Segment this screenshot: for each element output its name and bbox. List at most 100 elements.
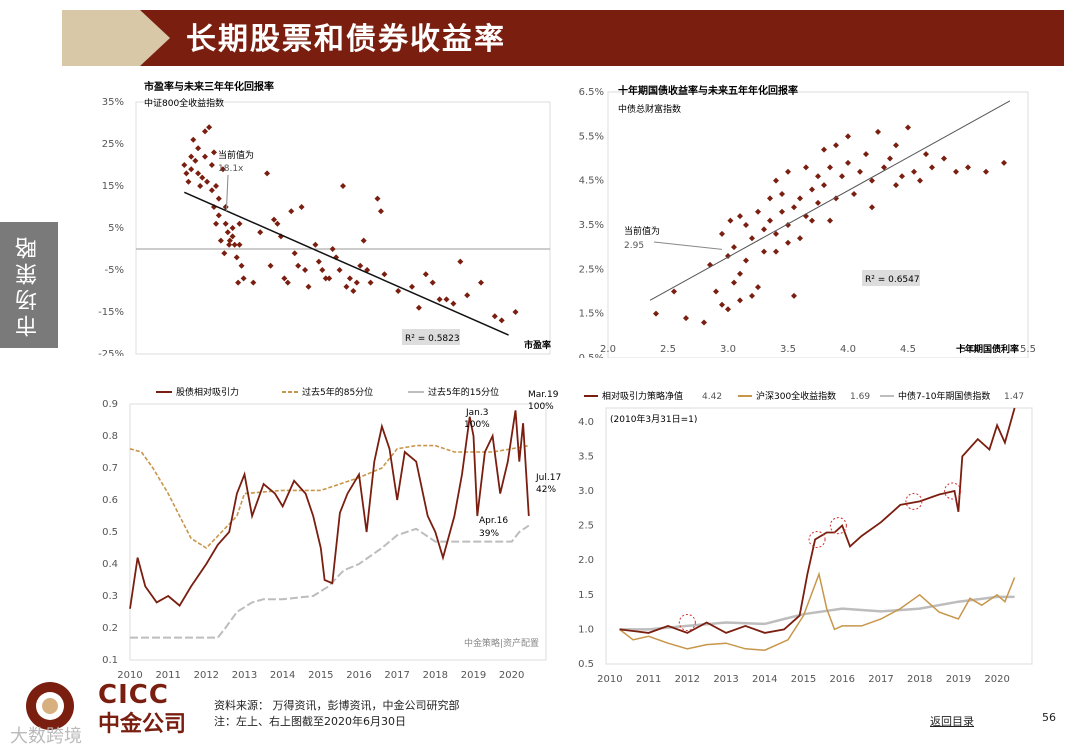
y-tick-label: 5% [108, 223, 124, 234]
data-point [791, 204, 797, 211]
x-tick-label: 2019 [946, 674, 971, 685]
y-tick-label: 0.9 [102, 399, 118, 410]
annotation-value: 42% [536, 485, 556, 495]
data-point [773, 248, 779, 255]
page-number: 56 [1042, 711, 1056, 724]
data-point [231, 241, 238, 248]
data-point [803, 164, 809, 171]
data-point [893, 182, 899, 189]
data-point [737, 297, 743, 304]
x-axis-label: 市盈率 [524, 339, 551, 351]
plot-frame [607, 91, 1029, 358]
data-point [821, 146, 827, 153]
x-tick-label: 2014 [270, 670, 295, 681]
annotation-label: 当前值为 [218, 149, 254, 161]
data-point [271, 216, 277, 223]
series-line-bond [619, 595, 1015, 631]
logo-text-cn: 中金公司 [98, 712, 187, 737]
plot-frame [605, 407, 1033, 665]
data-point [226, 237, 233, 244]
data-point [1001, 159, 1007, 166]
section-tab[interactable]: 市场策略 [0, 222, 58, 348]
data-point [450, 300, 457, 307]
x-tick-label: 2015 [791, 674, 816, 685]
header-accent-block [62, 10, 142, 66]
x-tick-label: 2013 [713, 674, 738, 685]
y-tick-label: 0.2 [102, 623, 118, 634]
data-point [773, 230, 779, 237]
x-tick-label: 4.0 [840, 344, 856, 355]
x-tick-label: 2011 [155, 670, 180, 681]
data-point [377, 208, 384, 215]
x-tick-label: 2010 [597, 674, 622, 685]
chart-title: 市盈率与未来三年年化回报率 [144, 80, 274, 93]
y-tick-label: 2.0 [578, 555, 594, 566]
data-point [845, 133, 851, 140]
data-point [210, 149, 217, 156]
y-tick-label: 0.5% [579, 353, 604, 358]
data-point [353, 279, 360, 286]
data-point [887, 155, 893, 162]
y-tick-label: 3.5 [578, 451, 594, 462]
r2-box [402, 329, 460, 345]
r2-label: R² = 0.5823 [405, 334, 460, 344]
data-point [329, 246, 336, 252]
data-point [298, 204, 305, 210]
x-tick-label: 2017 [384, 670, 409, 681]
data-point [429, 279, 436, 286]
y-tick-label: 0.8 [102, 431, 118, 442]
data-point [749, 292, 755, 299]
data-point [761, 248, 767, 255]
y-tick-label: 3.5% [579, 220, 604, 231]
legend-label: 中债7-10年期国债指数 [898, 390, 990, 402]
data-point [767, 195, 773, 202]
data-point [671, 288, 677, 295]
data-point [869, 177, 875, 184]
data-point [755, 284, 761, 291]
data-point [833, 195, 839, 202]
data-point [229, 225, 236, 231]
data-point [229, 233, 236, 240]
highlight-marker [829, 517, 847, 535]
x-tick-label: 2.0 [600, 344, 616, 355]
data-point [197, 183, 204, 189]
annotation-label: Apr.16 [479, 516, 508, 526]
x-tick-label: 2018 [907, 674, 932, 685]
back-to-toc-link[interactable]: 返回目录 [930, 715, 974, 728]
data-point [725, 306, 731, 313]
data-point [983, 168, 989, 175]
data-point [893, 142, 899, 149]
data-point [941, 155, 947, 162]
data-point [236, 220, 243, 227]
data-point [202, 128, 208, 135]
x-tick-label: 2018 [423, 670, 448, 681]
data-point [701, 319, 707, 326]
x-tick-label: 2012 [675, 674, 700, 685]
cicc-logo: CICC 中金公司 [18, 676, 198, 737]
data-point [340, 183, 346, 189]
data-point [284, 279, 291, 286]
data-point [815, 199, 821, 206]
data-point [185, 178, 192, 185]
y-tick-label: 6.5% [579, 87, 604, 98]
annotation-value: 39% [479, 529, 499, 539]
data-point [905, 124, 911, 131]
y-tick-label: 2.5 [578, 521, 594, 532]
data-point [238, 262, 245, 269]
data-point [749, 235, 755, 242]
legend-label: 相对吸引力策略净值 [602, 390, 683, 402]
data-point [881, 164, 887, 171]
data-point [923, 151, 929, 158]
data-point [350, 288, 357, 294]
data-point [731, 244, 737, 251]
x-tick-label: 2017 [868, 674, 893, 685]
data-point [785, 239, 791, 246]
data-point [188, 153, 195, 160]
chart-subtitle: 中证800全收益指数 [144, 97, 224, 109]
data-point [727, 217, 734, 224]
data-point [761, 226, 767, 233]
data-point [833, 142, 839, 149]
source-note: 资料来源： 万得资讯，彭博资讯，中金公司研究部 [214, 699, 460, 712]
data-point [464, 292, 471, 299]
